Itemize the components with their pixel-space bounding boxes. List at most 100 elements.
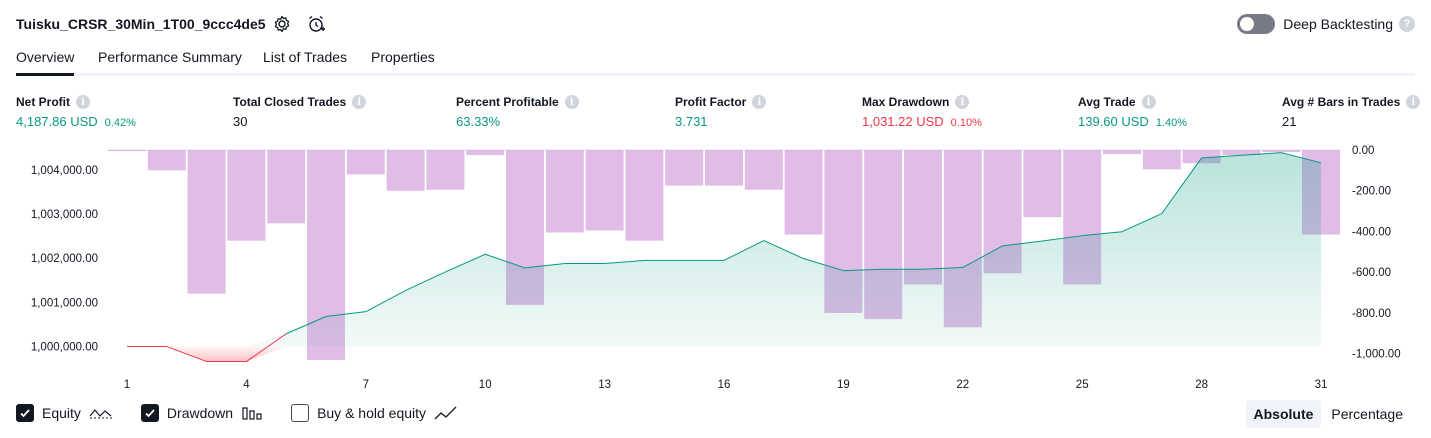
metric-value: 139.60 USD (1078, 114, 1149, 129)
left-y-axis: 1,000,000.00 1,001,000.00 1,002,000.00 1,00… (31, 165, 98, 354)
info-icon[interactable]: i (1406, 95, 1421, 109)
tab-list-of-trades[interactable]: List of Trades (263, 49, 348, 65)
info-icon[interactable]: i (752, 95, 767, 109)
buy-hold-checkbox[interactable] (291, 404, 310, 422)
drawdown-bar (187, 150, 226, 294)
metric-profit-factor: Profit Factor i 3.731 (675, 94, 767, 129)
legend-label: Drawdown (166, 405, 234, 421)
info-icon[interactable]: i (564, 95, 579, 109)
drawdown-bar (108, 150, 146, 152)
left-axis-tick-label: 1,000,000.00 (31, 342, 98, 354)
x-axis-tick-label: 10 (479, 379, 492, 391)
equity-series (127, 152, 1322, 363)
left-axis-tick-label: 1,001,000.00 (31, 297, 98, 309)
drawdown-bar (705, 150, 743, 186)
x-axis-tick-label: 25 (1076, 379, 1089, 391)
equity-line-segment (246, 333, 287, 362)
metric-label: Profit Factor (675, 95, 747, 109)
metric-value: 4,187.86 USD (16, 114, 98, 129)
equity-line-segment (723, 240, 765, 261)
metric-label: Avg # Bars in Trades (1282, 95, 1401, 109)
drawdown-bar (466, 150, 505, 156)
left-axis-tick-label: 1,004,000.00 (31, 165, 98, 177)
left-axis-tick-label: 1,002,000.00 (31, 253, 98, 265)
right-axis-tick-label: -1,000.00 (1352, 349, 1401, 361)
equity-line-segment (405, 271, 446, 291)
tab-performance-summary[interactable]: Performance Summary (98, 49, 242, 65)
metric-avg-trade: Avg Trade i 139.60 USD 1.40% (1078, 94, 1187, 129)
x-axis-tick-label: 4 (243, 379, 250, 391)
equity-line-segment (962, 245, 1003, 268)
x-axis-tick-label: 1 (124, 379, 130, 391)
equity-line-segment (1161, 157, 1203, 214)
x-axis-tick-label: 31 (1315, 379, 1328, 391)
drawdown-bars-icon (241, 405, 263, 421)
equity-line-segment (365, 290, 406, 313)
legend-buy-hold-equity[interactable]: Buy & hold equity (291, 404, 458, 422)
metric-label: Percent Profitable (456, 95, 559, 109)
drawdown-bar (1103, 150, 1141, 155)
equity-line-segment (445, 253, 486, 273)
info-icon[interactable]: i (955, 95, 970, 109)
x-axis: 1 4 7 10 13 16 19 22 25 28 31 (124, 379, 1328, 391)
equity-line-segment (1002, 240, 1043, 247)
drawdown-bar (386, 150, 425, 191)
equity-loss-area (127, 346, 1321, 362)
report-tabs: Overview Performance Summary List of Tra… (16, 46, 1415, 76)
info-icon[interactable]: i (1141, 95, 1156, 109)
right-axis-tick-label: 0.00 (1352, 145, 1374, 157)
tab-properties[interactable]: Properties (371, 49, 435, 65)
equity-line-segment (604, 259, 645, 265)
buy-hold-line-icon (434, 405, 458, 421)
tab-overview[interactable]: Overview (16, 49, 75, 76)
equity-line-segment (1281, 152, 1322, 164)
drawdown-bar (784, 150, 823, 235)
equity-checkbox[interactable] (16, 404, 34, 422)
drawdown-bar (1142, 150, 1181, 170)
report-header: Tuisku_CRSR_30Min_1T00_9ccc4de5 Deep Bac… (16, 10, 1415, 40)
drawdown-bar (1262, 150, 1301, 153)
metric-percent: 1.40% (1155, 117, 1188, 129)
absolute-button[interactable]: Absolute (1245, 400, 1322, 428)
x-axis-tick-label: 7 (363, 379, 369, 391)
alarm-add-icon[interactable] (304, 12, 328, 36)
drawdown-bar (267, 150, 306, 224)
metric-avg-bars-in-trades: Avg # Bars in Trades i 21 (1282, 94, 1421, 129)
right-axis-tick-label: -400.00 (1352, 226, 1391, 238)
drawdown-bar (585, 150, 624, 231)
deep-backtesting-toggle[interactable] (1237, 14, 1276, 34)
deep-backtesting-control: Deep Backtesting ? (1237, 14, 1415, 34)
left-axis-tick-label: 1,003,000.00 (31, 209, 98, 221)
x-axis-tick-label: 19 (837, 379, 850, 391)
drawdown-bar (545, 150, 584, 233)
metric-value: 1,031.22 USD (862, 114, 944, 129)
drawdown-bar (665, 150, 704, 186)
right-axis-tick-label: -800.00 (1352, 308, 1391, 320)
equity-line-segment (166, 346, 207, 363)
equity-line-segment (325, 311, 366, 318)
drawdown-checkbox[interactable] (140, 404, 159, 422)
help-icon[interactable]: ? (1399, 16, 1415, 32)
metric-max-drawdown: Max Drawdown i 1,031.22 USD 0.10% (862, 94, 982, 129)
equity-line-segment (1042, 235, 1083, 242)
x-axis-tick-label: 28 (1195, 379, 1208, 391)
equity-drawdown-chart[interactable]: 1,000,000.00 1,001,000.00 1,002,000.00 1,00… (0, 140, 1431, 395)
metric-value: 63.33% (456, 114, 501, 129)
gear-icon[interactable] (270, 12, 294, 36)
equity-line-segment (803, 258, 844, 272)
drawdown-bar (625, 150, 664, 241)
legend-equity[interactable]: Equity (16, 404, 113, 422)
equity-line-segment (922, 266, 963, 270)
legend-drawdown[interactable]: Drawdown (140, 404, 263, 422)
equity-line-icon (89, 405, 113, 421)
info-icon[interactable]: i (352, 95, 367, 109)
strategy-title: Tuisku_CRSR_30Min_1T00_9ccc4de5 (16, 16, 266, 32)
x-axis-tick-label: 13 (598, 379, 611, 391)
metric-value: 30 (233, 114, 248, 129)
equity-line-segment (1082, 231, 1123, 237)
metric-percent: 0.42% (104, 117, 136, 129)
equity-line-segment (524, 263, 565, 269)
metric-value: 21 (1282, 114, 1297, 129)
info-icon[interactable]: i (76, 95, 90, 109)
percentage-button[interactable]: Percentage (1331, 406, 1403, 422)
